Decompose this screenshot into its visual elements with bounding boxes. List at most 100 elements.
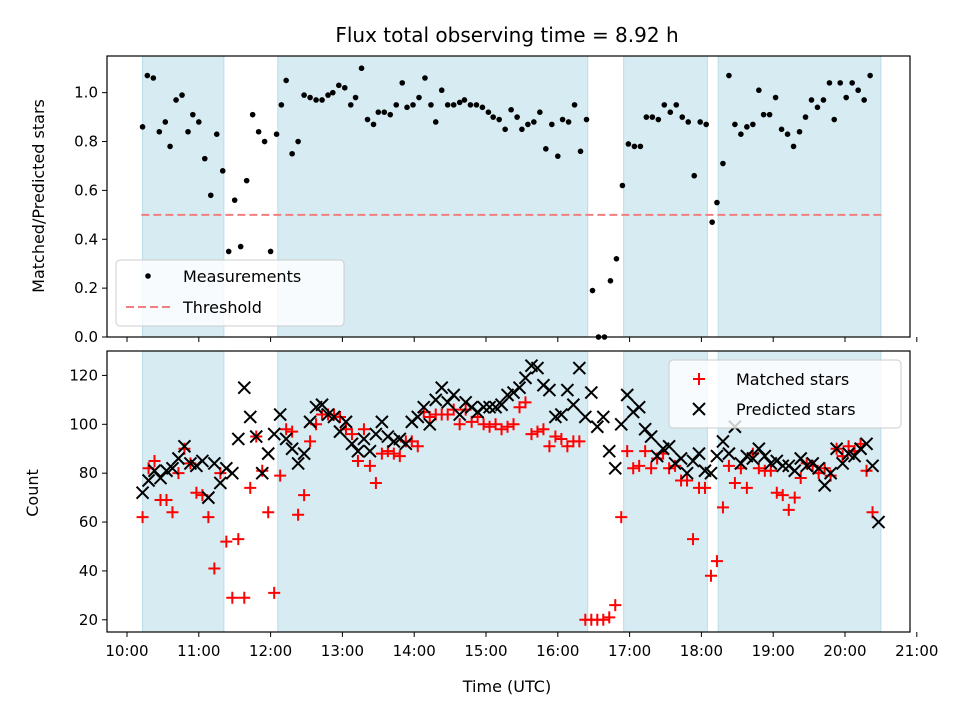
matched-star-point (788, 491, 801, 504)
measurement-point (450, 102, 457, 108)
matched-star-point (202, 511, 215, 524)
measurement-point (237, 243, 244, 250)
predicted-star-point (614, 417, 628, 432)
measurement-point (341, 84, 348, 91)
matched-star-point (136, 511, 149, 524)
predicted-star-point (716, 434, 730, 449)
measurement-point (416, 94, 422, 101)
predicted-star-point (512, 380, 527, 395)
measurement-point (179, 92, 185, 98)
predicted-star-point (255, 466, 269, 480)
measurement-point (861, 97, 867, 103)
measurement-point (679, 114, 686, 120)
predicted-star-point (351, 444, 365, 458)
matched-star-point (549, 430, 562, 443)
predicted-star-point (746, 451, 760, 466)
predicted-star-point (722, 446, 736, 461)
measurement-point (814, 104, 821, 111)
measurement-point (330, 89, 336, 96)
measurement-point (201, 155, 208, 162)
measurement-point (625, 141, 632, 147)
predicted-star-point (267, 427, 281, 441)
measurement-point (422, 75, 428, 81)
measurement-point (649, 114, 656, 120)
matched-star-point (268, 586, 281, 599)
measurement-point (543, 146, 549, 152)
predicted-star-point (446, 388, 461, 402)
measurement-point (661, 102, 668, 108)
matched-star-point (351, 454, 364, 467)
matched-stars-legend-marker (693, 373, 705, 385)
measurement-point (867, 72, 873, 79)
predicted-star-point (429, 393, 443, 407)
x-tick-label: 16:00 (536, 642, 579, 660)
measurement-point (243, 177, 250, 184)
measurement-point (531, 119, 537, 125)
predicted-star-point (171, 451, 186, 466)
x-tick-label: 14:00 (393, 642, 436, 660)
predicted-star-point (482, 400, 497, 414)
predicted-star-point (608, 461, 622, 475)
x-axis-label: Time (UTC) (462, 677, 551, 696)
measurement-point (173, 97, 179, 103)
threshold-legend-label: Threshold (182, 298, 262, 317)
predicted-star-point (835, 456, 850, 471)
measurement-point (619, 182, 626, 189)
predicted-star-point (829, 442, 844, 456)
measurement-point (278, 102, 285, 108)
top-shaded-interval (717, 55, 882, 338)
top-y-tick-label: 1.0 (74, 84, 98, 102)
predicted-star-point (644, 429, 658, 444)
predicted-star-point (817, 478, 832, 493)
x-tick-label: 18:00 (680, 642, 723, 660)
x-tick-label: 12:00 (249, 642, 292, 660)
measurement-point (514, 114, 520, 120)
measurement-point (273, 131, 280, 137)
matched-star-point (645, 462, 658, 475)
x-tick-label: 10:00 (105, 642, 148, 660)
bottom-y-tick-label: 100 (69, 415, 98, 433)
predicted-star-point (865, 459, 880, 473)
bottom-shaded-interval (142, 350, 225, 633)
measurement-point (249, 111, 256, 118)
measurement-point (726, 72, 732, 79)
matched-star-point (328, 408, 341, 421)
predicted-star-point (823, 466, 838, 480)
measurement-point (196, 119, 202, 125)
matched-star-point (495, 423, 508, 436)
measurement-point (565, 119, 572, 125)
measurement-point (438, 87, 445, 94)
top-plot-frame (106, 55, 911, 338)
predicted-star-point (135, 486, 150, 500)
measurement-point (577, 148, 584, 155)
top-y-tick-label: 0.4 (74, 230, 98, 248)
measurements-legend-marker (145, 273, 151, 279)
measurement-point (720, 160, 726, 167)
bottom-y-tick-label: 40 (79, 562, 98, 580)
matched-star-point (453, 418, 466, 431)
matched-star-point (166, 506, 179, 519)
measurement-point (673, 102, 680, 108)
predicted-star-point (566, 398, 581, 412)
matched-star-point (728, 476, 741, 489)
measurements-legend-label: Measurements (183, 267, 301, 286)
predicted-star-point (584, 385, 599, 400)
measurement-point (855, 87, 861, 94)
matched-star-point (483, 420, 496, 433)
predicted-star-point (530, 361, 545, 375)
matched-star-point (573, 435, 586, 448)
measurement-point (461, 97, 468, 103)
matched-star-point (710, 555, 723, 568)
predicted-star-point (788, 464, 802, 478)
bottom-y-tick-label: 60 (79, 513, 98, 531)
matched-star-point (501, 420, 514, 433)
matched-star-point (190, 486, 203, 499)
predicted-star-point (680, 466, 694, 480)
matched-star-point (687, 533, 700, 546)
matched-star-point (369, 476, 382, 489)
predicted-star-point (704, 466, 718, 480)
measurement-point (358, 65, 365, 72)
measurement-point (428, 102, 434, 108)
measurement-point (802, 114, 809, 120)
measurement-point (207, 192, 214, 199)
